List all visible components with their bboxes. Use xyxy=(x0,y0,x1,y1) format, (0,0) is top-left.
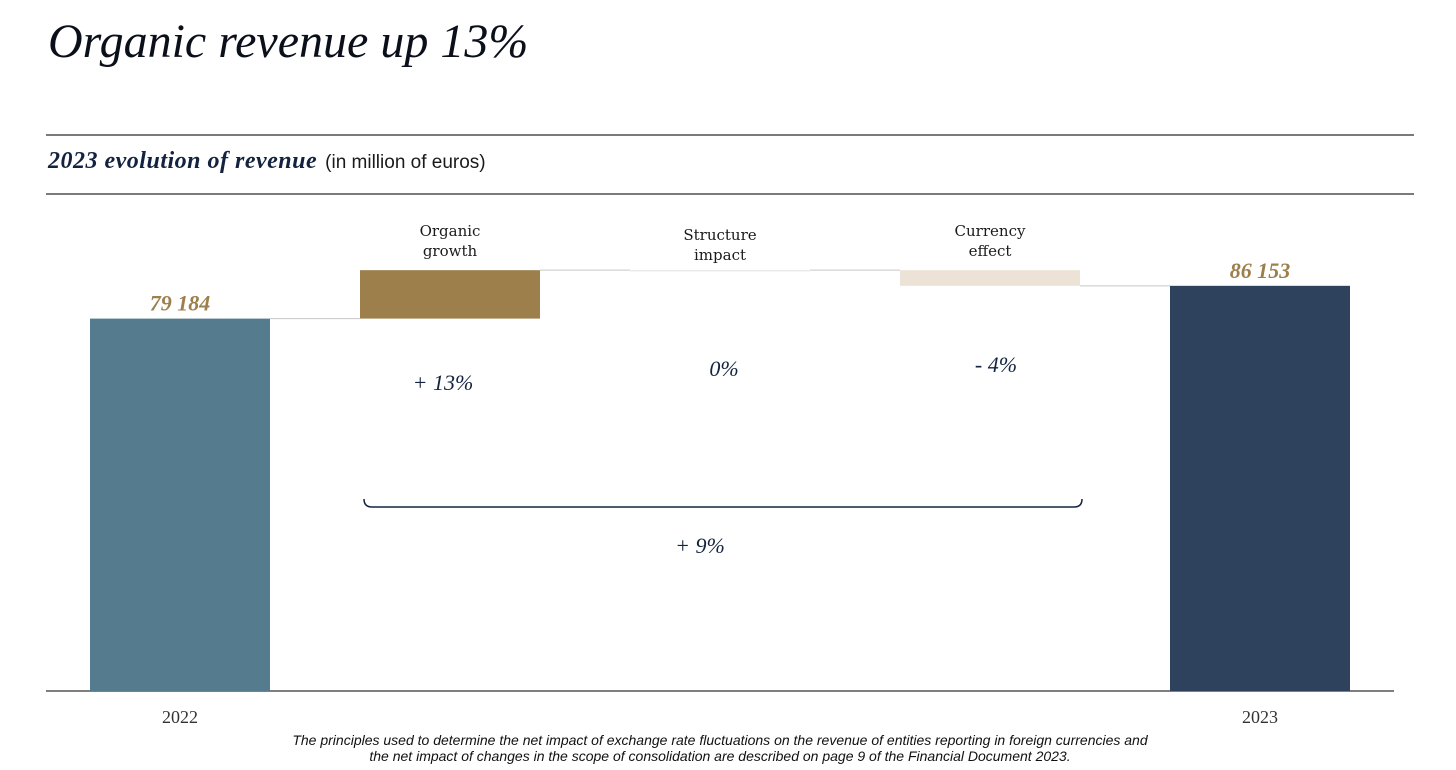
subtitle-divider xyxy=(46,193,1414,195)
top-divider xyxy=(46,134,1414,136)
category-label-currency-effect: Currency effect xyxy=(955,222,1026,260)
x-tick-label-2023: 2023 xyxy=(1242,707,1278,727)
bar-structure-impact xyxy=(630,270,810,272)
footnote-line-1: The principles used to determine the net… xyxy=(292,732,1148,748)
page-title: Organic revenue up 13% xyxy=(48,15,529,68)
bar-2023 xyxy=(1170,285,1350,691)
category-label-line: Structure xyxy=(683,226,756,244)
category-label-organic-growth: Organic growth xyxy=(420,222,481,260)
category-label-line: Organic xyxy=(420,222,481,240)
total-change-bracket xyxy=(363,498,1083,508)
bar-organic-growth xyxy=(360,270,540,319)
x-tick-label-2022: 2022 xyxy=(162,707,198,727)
category-label-line: effect xyxy=(969,242,1012,260)
unit-note: (in million of euros) xyxy=(325,152,486,173)
category-label-structure-impact: Structure impact xyxy=(683,226,756,264)
category-label-line: growth xyxy=(423,242,478,260)
bar-currency-effect xyxy=(900,270,1080,286)
bar-2022 xyxy=(90,318,270,691)
subtitle-text: 2023 evolution of revenue xyxy=(48,148,318,174)
footnote-line-2: the net impact of changes in the scope o… xyxy=(369,748,1071,764)
category-label-line: impact xyxy=(694,246,746,264)
pct-label-currency-effect: - 4% xyxy=(975,352,1017,377)
pct-label-organic-growth: + 13% xyxy=(413,370,474,395)
value-label-2023: 86 153 xyxy=(1230,258,1291,283)
pct-label-structure-impact: 0% xyxy=(709,356,738,381)
footnote: The principles used to determine the net… xyxy=(0,732,1440,764)
category-label-line: Currency xyxy=(955,222,1026,240)
chart-subtitle: 2023 evolution of revenue (in million of… xyxy=(48,148,486,175)
total-change-label: + 9% xyxy=(675,533,725,558)
value-label-2022: 79 184 xyxy=(150,291,211,316)
